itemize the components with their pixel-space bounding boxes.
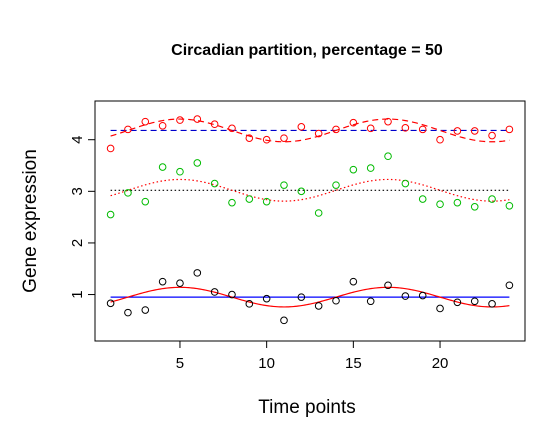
series-2-point bbox=[505, 201, 514, 210]
series-3-point bbox=[505, 281, 514, 290]
series-3-point bbox=[280, 316, 288, 325]
series-2-point bbox=[349, 165, 358, 174]
series-1-point bbox=[436, 135, 444, 144]
series-1-point bbox=[470, 127, 479, 135]
series-2-point bbox=[193, 159, 202, 167]
series-3-point bbox=[228, 290, 236, 299]
series-3-point bbox=[384, 281, 392, 290]
series-1-point bbox=[158, 121, 167, 130]
series-2-point bbox=[228, 198, 236, 207]
series-1-point bbox=[418, 125, 427, 134]
series-3-point bbox=[141, 306, 150, 314]
series-1-point bbox=[141, 117, 150, 126]
series-3-point bbox=[314, 302, 323, 310]
series-2-point bbox=[384, 152, 392, 161]
series-2-fit-curve bbox=[110, 178, 510, 202]
series-3-point bbox=[245, 300, 254, 308]
series-3 bbox=[106, 269, 514, 325]
y-tick-label: 2 bbox=[69, 239, 86, 247]
series-2-point bbox=[470, 203, 479, 211]
series-1-point bbox=[384, 117, 392, 126]
y-tick-label: 1 bbox=[69, 290, 86, 298]
series-1-point bbox=[401, 124, 410, 132]
series-1-fit-curve bbox=[110, 118, 510, 143]
x-tick-label: 15 bbox=[345, 355, 362, 372]
series-1-point bbox=[106, 144, 115, 153]
series-2-point bbox=[314, 209, 323, 217]
series-2-point bbox=[280, 181, 288, 189]
y-tick-label: 4 bbox=[69, 136, 86, 144]
series-2 bbox=[106, 152, 514, 219]
series-3-fit-curve bbox=[110, 286, 510, 308]
series-2-point bbox=[297, 187, 306, 196]
x-tick-label: 20 bbox=[432, 355, 449, 372]
series-3-point bbox=[418, 291, 427, 300]
series-3-point bbox=[366, 297, 375, 306]
series-3-point bbox=[453, 298, 462, 307]
series-1-point bbox=[349, 118, 358, 127]
series-3-point bbox=[436, 304, 444, 313]
series-3-point bbox=[349, 277, 358, 286]
series-1-point bbox=[488, 131, 496, 140]
chart-title: Circadian partition, percentage = 50 bbox=[171, 42, 443, 59]
series-1-point bbox=[228, 124, 236, 133]
x-tick-label: 5 bbox=[176, 355, 184, 372]
series-3-point bbox=[210, 288, 219, 296]
series-3-point bbox=[262, 294, 271, 303]
series-1-point bbox=[280, 134, 288, 142]
series-2-point bbox=[245, 195, 254, 203]
series-1-point bbox=[124, 125, 132, 134]
series-1-point bbox=[505, 125, 514, 134]
series-3-point bbox=[297, 293, 306, 301]
series-2-point bbox=[453, 198, 462, 207]
series-2-point bbox=[158, 163, 167, 171]
series-2-point bbox=[176, 167, 184, 176]
series-3-point bbox=[124, 308, 132, 317]
series-3-point bbox=[332, 296, 340, 305]
series-1-point bbox=[245, 134, 254, 142]
series-2-point bbox=[332, 181, 340, 189]
series-1-point bbox=[193, 115, 202, 123]
series-2-point bbox=[210, 179, 219, 188]
series-3-point bbox=[470, 297, 479, 306]
series-layer bbox=[106, 115, 514, 325]
series-1-point bbox=[176, 116, 184, 124]
series-2-point bbox=[106, 210, 115, 219]
series-2-point bbox=[401, 179, 410, 188]
series-2-point bbox=[418, 195, 427, 203]
series-1-point bbox=[332, 125, 340, 134]
y-tick-label: 3 bbox=[69, 187, 86, 195]
y-axis: 1 2 3 4 bbox=[69, 136, 96, 299]
x-tick-label: 10 bbox=[258, 355, 275, 372]
series-2-point bbox=[436, 200, 444, 209]
series-3-point bbox=[401, 292, 410, 300]
series-2-point bbox=[141, 197, 150, 206]
series-2-point bbox=[124, 189, 132, 197]
series-2-point bbox=[366, 164, 375, 172]
series-3-point bbox=[488, 300, 496, 308]
series-1-point bbox=[210, 120, 219, 129]
series-1-point bbox=[366, 124, 375, 133]
series-3-point bbox=[176, 279, 184, 287]
y-axis-label: Gene expression bbox=[20, 149, 41, 293]
series-2-point bbox=[488, 195, 496, 203]
x-axis: 5 10 15 20 bbox=[176, 340, 449, 372]
series-1-point bbox=[453, 127, 462, 135]
series-1-point bbox=[314, 129, 323, 138]
series-1-point bbox=[262, 135, 271, 144]
series-3-point bbox=[193, 269, 202, 277]
series-3-point bbox=[106, 299, 115, 308]
series-2-point bbox=[262, 197, 271, 206]
series-3-point bbox=[158, 277, 167, 286]
series-1 bbox=[106, 115, 514, 153]
series-1-point bbox=[297, 123, 306, 131]
x-axis-label: Time points bbox=[258, 397, 356, 418]
